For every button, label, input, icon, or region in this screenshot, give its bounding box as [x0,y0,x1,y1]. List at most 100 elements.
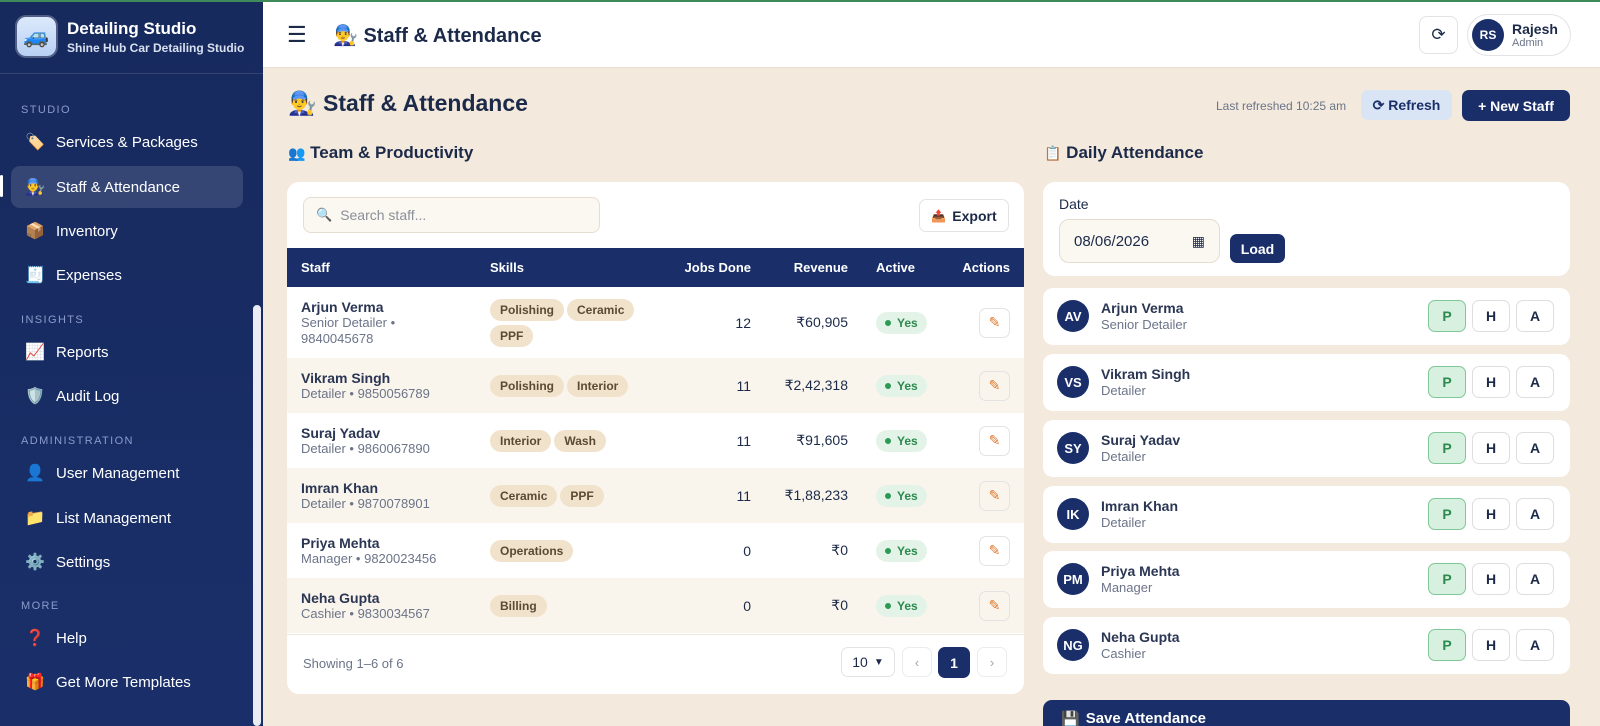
sidebar-item-inventory[interactable]: 📦 Inventory [11,210,243,252]
sidebar-item-help[interactable]: ❓ Help [11,617,243,659]
status-badge: Yes [876,594,927,617]
sidebar-item-label: List Management [56,509,172,527]
page-scrollbar[interactable] [1591,68,1600,726]
revenue: ₹91,605 [796,432,848,448]
absent-button[interactable]: A [1516,366,1554,398]
section-administration: ADMINISTRATION [21,435,134,447]
status-badge: Yes [876,374,927,397]
sidebar-item-expenses[interactable]: 🧾 Expenses [11,254,243,296]
staff-name: Vikram Singh [301,369,391,386]
half-day-button[interactable]: H [1472,629,1510,661]
half-day-button[interactable]: H [1472,432,1510,464]
brand: 🚙 Detailing Studio Shine Hub Car Detaili… [0,0,263,74]
refresh-button[interactable]: ⟳ Refresh [1361,90,1452,120]
sidebar-item-settings[interactable]: ⚙️ Settings [11,541,243,583]
jobs-done: 0 [743,597,751,614]
absent-button[interactable]: A [1516,629,1554,661]
staff-name: Neha Gupta [301,589,380,606]
calendar-icon[interactable]: ▦ [1191,232,1205,249]
absent-button[interactable]: A [1516,563,1554,595]
table-row: Suraj Yadav Detailer • 9860067890 Interio… [287,413,1024,468]
sidebar-item-services[interactable]: 🏷️ Services & Packages [11,121,243,163]
refresh-icon-button[interactable]: ⟳ [1419,16,1458,54]
present-button[interactable]: P [1428,300,1466,332]
half-day-button[interactable]: H [1472,563,1510,595]
page-size-select[interactable]: 10 ▼ [841,647,895,677]
team-card: 🔍 Search staff... 📤 Export Staff Skills Jo… [287,182,1024,694]
next-page-button[interactable]: › [977,647,1007,677]
tag-icon: 🏷️ [25,134,45,151]
absent-button[interactable]: A [1516,432,1554,464]
user-menu[interactable]: RS Rajesh Admin [1467,14,1571,56]
absent-button[interactable]: A [1516,498,1554,530]
sidebar-item-audit-log[interactable]: 🛡️ Audit Log [11,375,243,417]
sidebar-item-templates[interactable]: 🎁 Get More Templates [11,661,243,703]
staff-name: Imran Khan [301,479,379,496]
half-day-button[interactable]: H [1472,498,1510,530]
skill-chip: Polishing [490,298,564,321]
status-badge: Yes [876,484,927,507]
half-day-button[interactable]: H [1472,366,1510,398]
absent-button[interactable]: A [1516,300,1554,332]
page-size-value: 10 [852,654,868,670]
present-button[interactable]: P [1428,366,1466,398]
last-refreshed: Last refreshed 10:25 am [1216,99,1347,113]
avatar: VS [1057,366,1089,398]
sidebar-item-list-management[interactable]: 📁 List Management [11,497,243,539]
search-input[interactable]: 🔍 Search staff... [303,197,600,233]
brand-subtitle: Shine Hub Car Detailing Studio [67,40,245,55]
staff-meta: Senior Detailer • 9840045678 [301,314,396,346]
staff-table: Staff Skills Jobs Done Revenue Active Ac… [287,248,1024,633]
edit-button[interactable]: ✎ [979,307,1010,338]
attendance-title-text: Daily Attendance [1066,143,1204,162]
sidebar-scrollbar[interactable] [253,305,261,726]
table-row: Imran Khan Detailer • 9870078901 Ceramic P… [287,468,1024,523]
present-button[interactable]: P [1428,629,1466,661]
gear-icon: ⚙️ [25,554,45,571]
col-staff[interactable]: Staff [301,260,330,275]
col-revenue[interactable]: Revenue [793,260,848,275]
save-attendance-button[interactable]: 💾 Save Attendance [1043,700,1570,726]
present-button[interactable]: P [1428,563,1466,595]
col-skills[interactable]: Skills [490,260,524,275]
table-row: Neha Gupta Cashier • 9830034567 Billing 0… [287,578,1024,633]
top-accent-line [0,0,1600,2]
sidebar-item-user-management[interactable]: 👤 User Management [11,452,243,494]
date-input[interactable]: 08/06/2026 ▦ [1059,219,1220,263]
edit-button[interactable]: ✎ [979,590,1010,621]
edit-button[interactable]: ✎ [979,535,1010,566]
sidebar-item-label: Expenses [56,266,122,284]
hamburger-menu-icon[interactable]: ☰ [287,22,307,47]
export-button[interactable]: 📤 Export [919,199,1009,232]
edit-button[interactable]: ✎ [979,480,1010,511]
avatar: NG [1057,629,1089,661]
edit-button[interactable]: ✎ [979,425,1010,456]
gift-icon: 🎁 [25,674,45,691]
search-placeholder: Search staff... [340,207,427,223]
edit-button[interactable]: ✎ [979,370,1010,401]
status-badge: Yes [876,311,927,334]
attendance-section-title: 📋 Daily Attendance [1044,143,1203,163]
avatar: IK [1057,498,1089,530]
col-active[interactable]: Active [876,260,916,275]
status-badge: Yes [876,539,927,562]
col-jobs[interactable]: Jobs Done [684,260,751,275]
new-staff-button[interactable]: + New Staff [1462,90,1570,121]
sidebar-item-label: Settings [56,553,111,571]
top-header: ☰ 👨‍🔧 Staff & Attendance ⟳ RS Rajesh Adm… [263,2,1600,68]
sidebar-item-staff[interactable]: 👨‍🔧 Staff & Attendance [11,166,243,208]
half-day-button[interactable]: H [1472,300,1510,332]
load-button[interactable]: Load [1230,234,1285,263]
current-page-button[interactable]: 1 [938,647,970,678]
sidebar-item-reports[interactable]: 📈 Reports [11,331,243,373]
staff-name: Vikram Singh [1101,366,1191,382]
worker-icon: 👨‍🔧 [333,25,358,47]
staff-name: Suraj Yadav [1101,432,1181,448]
present-button[interactable]: P [1428,432,1466,464]
present-button[interactable]: P [1428,498,1466,530]
staff-role: Manager [1101,580,1153,595]
prev-page-button[interactable]: ‹ [902,647,932,677]
table-row: Arjun Verma Senior Detailer • 9840045678 … [287,287,1024,358]
header-title: 👨‍🔧 Staff & Attendance [333,23,542,48]
sidebar-item-label: User Management [56,464,180,482]
